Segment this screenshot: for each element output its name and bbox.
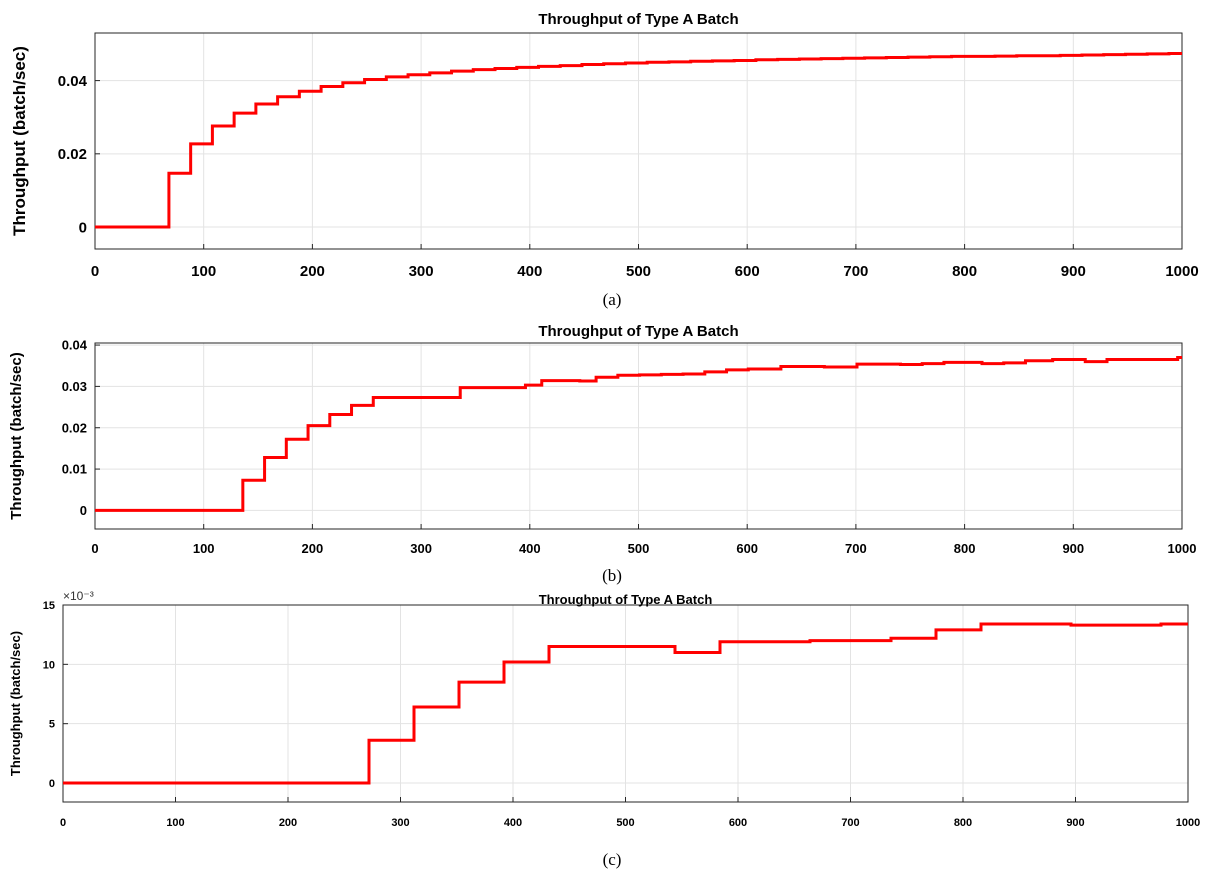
x-tick-label: 400 xyxy=(517,263,542,280)
x-tick-label: 500 xyxy=(626,263,651,280)
x-tick-label: 800 xyxy=(952,263,977,280)
x-tick-label: 1000 xyxy=(1165,263,1198,280)
x-tick-label: 800 xyxy=(954,541,976,556)
x-tick-label: 100 xyxy=(193,541,215,556)
axes-box xyxy=(94,32,1183,250)
y-axis-label: Throughput (batch/sec) xyxy=(8,352,25,520)
panel-a: 0 100 200 300 400 500 600 700 800 900 1000 0 0.02 0.0… xyxy=(10,11,1199,309)
chart-title: Throughput of Type A Batch xyxy=(538,323,738,340)
y-axis-label: Throughput (batch/sec) xyxy=(10,46,29,236)
panel-caption: (c) xyxy=(603,850,622,869)
x-tick-label: 900 xyxy=(1061,263,1086,280)
x-tick-label: 300 xyxy=(409,263,434,280)
y-tick-label: 0 xyxy=(49,778,55,790)
x-tick-label: 800 xyxy=(954,817,972,829)
x-tick-label: 500 xyxy=(628,541,650,556)
y-tick-label: 10 xyxy=(43,659,55,671)
axes-box xyxy=(94,342,1183,530)
x-tick-label: 0 xyxy=(91,541,98,556)
y-tick-label: 5 xyxy=(49,719,55,731)
x-tick-label: 1000 xyxy=(1176,817,1200,829)
y-tick-label: 0 xyxy=(80,503,87,518)
x-tick-label: 100 xyxy=(166,817,184,829)
x-tick-label: 500 xyxy=(616,817,634,829)
x-tick-label: 0 xyxy=(91,263,99,280)
y-tick-label: 0.01 xyxy=(62,462,87,477)
axes-box xyxy=(62,604,1189,803)
y-tick-label: 0 xyxy=(79,219,87,236)
series-line-throughput xyxy=(63,622,1188,785)
x-tick-label: 900 xyxy=(1062,541,1084,556)
x-tick-label: 200 xyxy=(302,541,324,556)
panel-caption: (b) xyxy=(602,566,622,585)
x-tick-label: 700 xyxy=(845,541,867,556)
x-tick-label: 600 xyxy=(736,541,758,556)
x-tick-label: 200 xyxy=(300,263,325,280)
y-tick-label: 0.04 xyxy=(62,338,88,353)
x-tick-label: 100 xyxy=(191,263,216,280)
x-tick-label: 1000 xyxy=(1168,541,1197,556)
y-tick-label: 0.02 xyxy=(62,420,87,435)
x-tick-label: 700 xyxy=(841,817,859,829)
x-tick-label: 700 xyxy=(843,263,868,280)
x-tick-label: 600 xyxy=(735,263,760,280)
series-line-throughput xyxy=(95,52,1182,229)
x-tick-label: 400 xyxy=(519,541,541,556)
x-tick-label: 300 xyxy=(391,817,409,829)
chart-title: Throughput of Type A Batch xyxy=(539,592,713,607)
chart-title: Throughput of Type A Batch xyxy=(538,11,738,28)
panel-c: 0 100 200 300 400 500 600 700 800 900 1000 0 5 10 15 Th… xyxy=(8,589,1200,869)
x-tick-label: 400 xyxy=(504,817,522,829)
series-line-throughput xyxy=(95,355,1182,512)
y-tick-label: 0.02 xyxy=(58,146,87,163)
y-tick-label: 15 xyxy=(43,600,55,612)
y-tick-label: 0.04 xyxy=(58,73,88,90)
y-tick-label: 0.03 xyxy=(62,379,87,394)
panel-caption: (a) xyxy=(603,290,622,309)
x-tick-label: 300 xyxy=(410,541,432,556)
y-axis-exponent: ×10⁻³ xyxy=(63,589,94,603)
y-axis-label: Throughput (batch/sec) xyxy=(8,631,23,776)
x-tick-label: 0 xyxy=(60,817,66,829)
x-tick-label: 200 xyxy=(279,817,297,829)
x-tick-label: 900 xyxy=(1066,817,1084,829)
x-tick-label: 600 xyxy=(729,817,747,829)
panel-b: 0 100 200 300 400 500 600 700 800 900 1000 0 0.01 0.0… xyxy=(8,323,1196,585)
